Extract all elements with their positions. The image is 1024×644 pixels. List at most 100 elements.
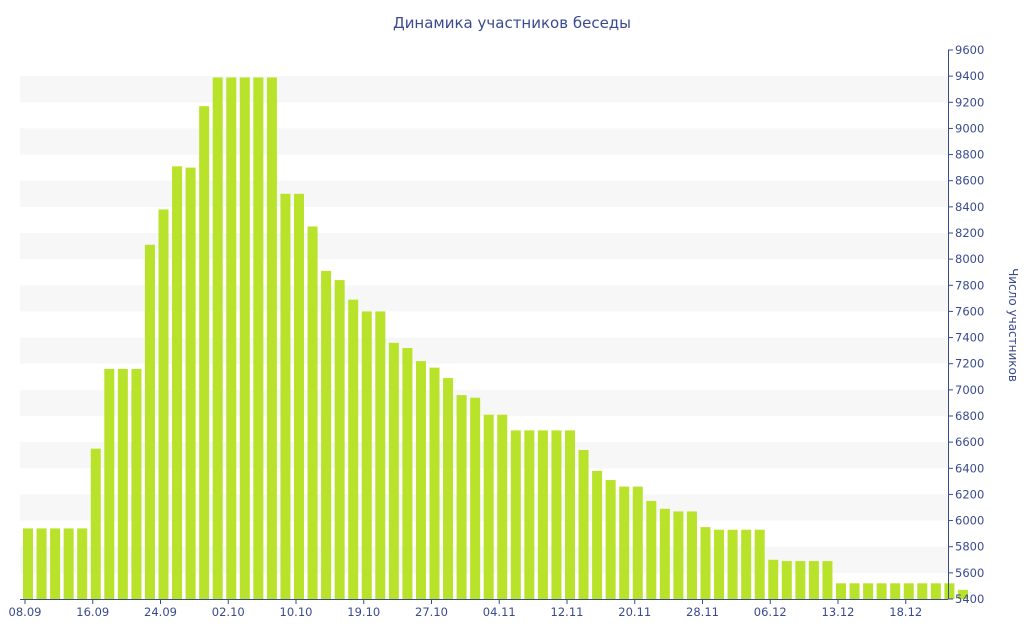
bar: [849, 583, 860, 599]
grid-band: [20, 128, 948, 155]
bar: [592, 470, 603, 599]
bar: [402, 348, 413, 599]
bar: [375, 311, 386, 599]
y-tick-label: 8600: [955, 174, 984, 188]
y-tick-label: 7400: [955, 331, 984, 345]
bar: [754, 529, 765, 599]
bar: [822, 561, 833, 599]
bar: [578, 449, 589, 599]
bar: [307, 226, 318, 599]
bar: [388, 342, 399, 599]
bar: [63, 528, 74, 599]
bar: [890, 583, 901, 599]
bar: [415, 361, 426, 599]
x-tick-label: 10.10: [280, 605, 313, 619]
axes: 5400 5600 5800 6000 6200 6400 6600 6800 7000 7200…: [9, 43, 985, 619]
bar: [524, 430, 535, 599]
bar: [361, 311, 372, 599]
bar: [280, 193, 291, 600]
bar: [930, 583, 941, 599]
x-tick-label: 16.09: [76, 605, 109, 619]
x-tick-label: 18.12: [889, 605, 922, 619]
y-tick-label: 8000: [955, 252, 984, 266]
bar: [239, 77, 250, 599]
x-tick-label: 06.12: [754, 605, 787, 619]
bar: [253, 77, 264, 599]
bar: [185, 167, 196, 599]
bar: [646, 500, 657, 599]
y-tick-label: 8200: [955, 226, 984, 240]
grid-band: [20, 180, 948, 207]
bar: [50, 528, 61, 599]
bar: [199, 106, 210, 600]
bar: [456, 395, 467, 599]
bar: [659, 508, 670, 599]
bar: [90, 448, 101, 599]
bar: [23, 528, 33, 599]
grid-band: [20, 76, 948, 103]
bar: [673, 511, 684, 599]
x-tick-label: 04.11: [483, 605, 516, 619]
y-tick-label: 7600: [955, 304, 984, 318]
bar: [77, 528, 88, 599]
bar: [714, 529, 725, 599]
bar: [768, 559, 779, 599]
y-tick-label: 7200: [955, 357, 984, 371]
bar: [117, 368, 128, 599]
x-tick-label: 08.09: [9, 605, 42, 619]
bar: [212, 77, 223, 599]
x-tick-label: 27.10: [415, 605, 448, 619]
x-tick-label: 02.10: [212, 605, 245, 619]
y-tick-label: 6400: [955, 461, 984, 475]
y-tick-label: 9600: [955, 43, 984, 57]
bar: [104, 368, 115, 599]
y-tick-label: 6200: [955, 487, 984, 501]
y-tick-label: 8800: [955, 148, 984, 162]
bar: [266, 77, 277, 599]
bar: [334, 280, 345, 599]
y-axis-label: Число участников: [1006, 268, 1020, 382]
bar: [619, 486, 630, 599]
bar: [158, 209, 169, 599]
bar: [605, 480, 616, 599]
bar: [917, 583, 928, 599]
y-tick-label: 7800: [955, 278, 984, 292]
x-tick-label: 20.11: [618, 605, 651, 619]
bar: [497, 414, 508, 599]
bar: [686, 511, 697, 599]
x-tick-label: 28.11: [686, 605, 719, 619]
y-tick-label: 6800: [955, 409, 984, 423]
bar: [632, 486, 643, 599]
bar: [443, 378, 454, 599]
bar: [321, 270, 332, 599]
bar: [795, 561, 806, 599]
bar: [781, 561, 792, 599]
bar-series: [23, 77, 968, 600]
x-tick-label: 24.09: [144, 605, 177, 619]
bar: [144, 244, 155, 599]
bar: [470, 397, 481, 599]
x-tick-label: 12.11: [551, 605, 584, 619]
bar: [36, 528, 47, 599]
bar: [565, 430, 575, 599]
bar: [876, 583, 887, 599]
x-tick-label: 19.10: [347, 605, 380, 619]
chart-title: Динамика участников беседы: [393, 14, 631, 32]
bar: [537, 430, 548, 599]
y-tick-label: 7000: [955, 383, 984, 397]
bar: [727, 529, 738, 599]
bar: [131, 368, 142, 599]
y-tick-label: 9400: [955, 69, 984, 83]
bar: [863, 583, 874, 599]
bar: [429, 367, 440, 599]
bar: [957, 589, 968, 599]
bar: [903, 583, 914, 599]
bar: [836, 583, 846, 599]
bar: [741, 529, 752, 599]
bar: [294, 193, 304, 600]
bar: [944, 583, 955, 599]
bar: [226, 77, 237, 599]
y-tick-label: 6000: [955, 514, 984, 528]
